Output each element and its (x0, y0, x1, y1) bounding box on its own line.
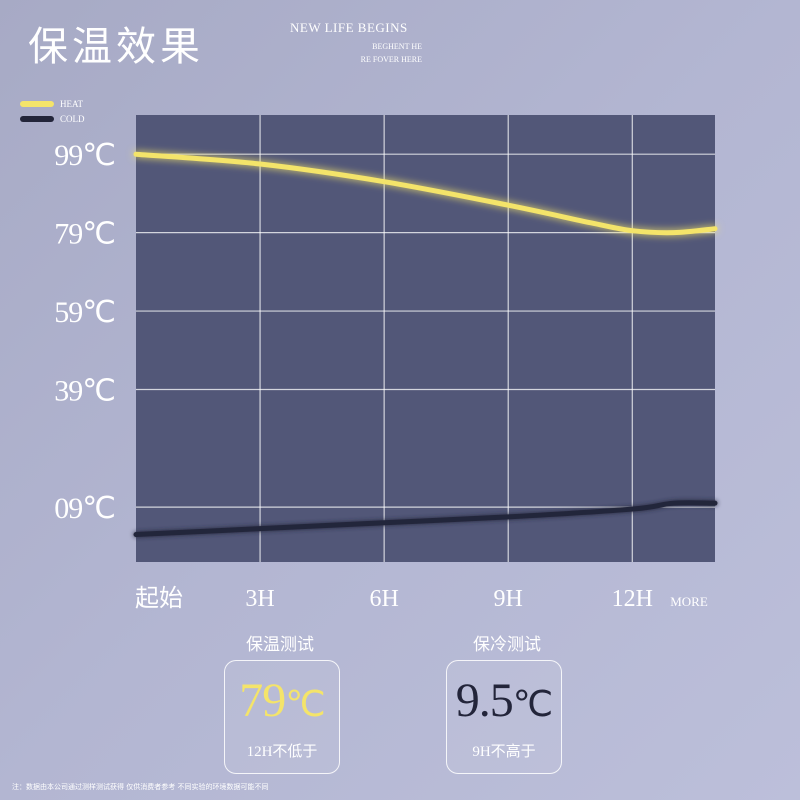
legend-swatch-heat (20, 100, 54, 107)
series-line-heat (133, 151, 718, 236)
y-tick-label-2: 59℃ (54, 296, 115, 329)
plot-background (136, 115, 715, 562)
heat-test-heading: 保温测试 (246, 635, 314, 655)
cold-test-card: 9.5℃ 9H不高于 (446, 660, 562, 774)
tagline: NEW LIFE BEGINS BEGHENT HE RE FOVER HERE (290, 20, 422, 64)
heat-test-note: 12H不低于 (246, 744, 318, 760)
chart-legend: HEAT COLD (20, 96, 85, 126)
tagline-sub-1: BEGHENT HE (372, 42, 422, 51)
cold-value-number: 9.5 (455, 674, 514, 727)
cold-value-unit: ℃ (512, 684, 553, 724)
x-tick-label-1: 3H (245, 586, 274, 612)
legend-swatch-cold (20, 115, 54, 122)
heat-value-unit: ℃ (285, 684, 325, 724)
footnote: 注：数据由本公司通过测样测试获得 仅供消费者参考 不同实验的环境数据可能不同 (12, 783, 269, 791)
legend-label-heat: HEAT (60, 98, 83, 109)
cold-test-note: 9H不高于 (472, 744, 536, 760)
x-tick-label-2: 6H (369, 586, 398, 612)
y-tick-label-3: 39℃ (54, 374, 115, 407)
heat-value-number: 79 (239, 674, 286, 727)
x-tick-label-0: 起始 (135, 585, 183, 612)
x-tick-label-3: 9H (494, 586, 523, 612)
y-tick-label-0: 99℃ (54, 139, 115, 172)
x-tick-label-5: MORE (670, 594, 708, 609)
cold-test-heading: 保冷测试 (473, 635, 541, 655)
series-line-cold (133, 500, 718, 538)
y-tick-label-1: 79℃ (54, 218, 115, 251)
heat-test-card: 79℃ 12H不低于 (224, 660, 340, 774)
legend-label-cold: COLD (60, 113, 85, 124)
cold-test-value: 9.5℃ (447, 675, 561, 730)
tagline-sub-2: RE FOVER HERE (360, 55, 422, 64)
x-tick-label-4: 12H (612, 586, 653, 612)
legend-item-cold: COLD (20, 111, 85, 126)
tagline-main: NEW LIFE BEGINS (290, 20, 408, 35)
legend-item-heat: HEAT (20, 96, 85, 111)
page-title: 保温效果 (28, 24, 204, 70)
heat-test-value: 79℃ (225, 675, 339, 730)
y-tick-label-4: 09℃ (54, 492, 115, 525)
